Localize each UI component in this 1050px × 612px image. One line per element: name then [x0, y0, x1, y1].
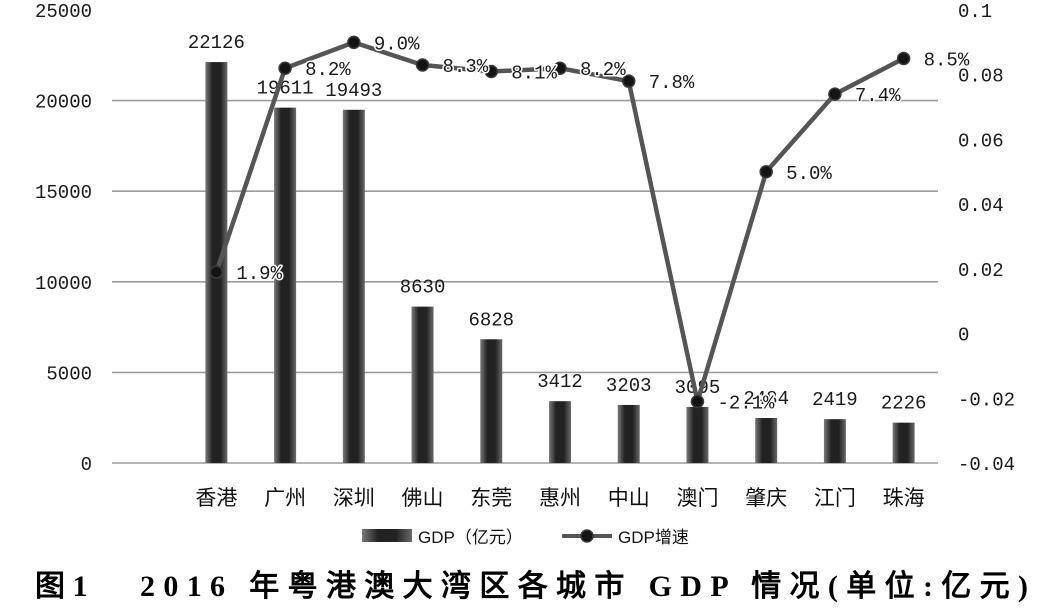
gridlines: [112, 99, 938, 464]
gdp-bar-value-label: 6828: [468, 309, 514, 331]
legend-label-growth: GDP增速: [618, 528, 689, 547]
x-axis: 香港 广州 深圳 佛山 东莞 惠州 中山 澳门 肇庆 江门 珠海: [195, 486, 924, 510]
gdp-bar-value-label: 22126: [188, 32, 245, 54]
gdp-bar: [617, 404, 640, 463]
growth-point: [484, 64, 499, 79]
gdp-bar: [205, 62, 228, 464]
category-label: 澳门: [676, 486, 718, 510]
gdp-bar: [274, 107, 297, 463]
growth-point: [278, 61, 292, 75]
growth-value-label: 7.4%: [855, 85, 901, 107]
category-label: 广州: [264, 486, 306, 510]
figure-title: 2016 年粤港澳大湾区各城市 GDP 情况(单位:亿元): [140, 569, 1028, 603]
gdp-bar: [686, 406, 709, 463]
growth-point: [347, 35, 361, 50]
growth-value-labels: 1.9% 8.2% 9.0% 8.3% 8.1% 8.2% 7.8% -2.1% 5.0% 7.4…: [235, 32, 971, 416]
growth-point: [415, 58, 430, 72]
growth-point: [553, 61, 567, 75]
gdp-bar-value-label: 3412: [537, 371, 583, 393]
y-tick-label: 10000: [35, 273, 92, 295]
category-label: 江门: [814, 486, 856, 510]
growth-point: [828, 87, 842, 101]
gdp-bar-value-label: 2419: [812, 389, 858, 411]
gdp-bar: [755, 417, 778, 463]
growth-point: [690, 394, 705, 409]
gdp-bar-series: [205, 62, 915, 464]
category-label: 惠州: [539, 486, 581, 510]
gdp-bar: [411, 306, 434, 463]
growth-value-label: 7.8%: [649, 72, 695, 94]
category-label: 中山: [608, 486, 650, 510]
y-tick-label: 5000: [46, 363, 92, 385]
growth-point: [896, 51, 911, 66]
legend-marker-swatch: [580, 529, 594, 543]
growth-line-series: [209, 35, 911, 409]
y2-tick-label: 0.1: [958, 1, 992, 23]
gdp-bar-value-label: 3203: [606, 375, 652, 397]
growth-value-label: 5.0%: [786, 163, 832, 185]
category-label: 东莞: [470, 486, 512, 510]
legend: GDP（亿元） GDP增速: [362, 528, 689, 547]
growth-value-label: 9.0%: [374, 33, 420, 55]
y-tick-label: 20000: [35, 92, 92, 114]
category-label: 珠海: [883, 486, 925, 510]
y2-tick-label: 0.08: [958, 66, 1004, 88]
growth-line: [214, 40, 906, 404]
gdp-bar-value-label: 8630: [400, 277, 446, 299]
growth-value-label: 8.2%: [305, 59, 351, 81]
figure-label: 图 1: [35, 570, 88, 603]
y-tick-label: 15000: [35, 182, 92, 204]
category-label: 香港: [195, 486, 237, 510]
y2-tick-label: -0.02: [958, 389, 1015, 411]
gdp-bar: [480, 339, 503, 463]
legend-label-gdp: GDP（亿元）: [418, 528, 523, 547]
gdp-bar: [342, 109, 365, 464]
gdp-bar-value-label: 2226: [881, 393, 927, 415]
y2-tick-label: 0.04: [958, 195, 1004, 217]
y-tick-label: 25000: [35, 1, 92, 23]
gdp-bar-value-label: 3095: [675, 377, 721, 399]
growth-value-label: 8.5%: [924, 50, 970, 72]
growth-value-label: -2.1%: [717, 393, 775, 415]
category-label: 深圳: [333, 486, 375, 510]
gdp-bar-value-label: 2484: [743, 388, 789, 410]
growth-value-label: 8.3%: [443, 56, 489, 78]
gdp-bar-value-label: 19493: [325, 80, 382, 102]
gdp-bar: [549, 401, 571, 463]
gdp-bar-value-label: 19611: [257, 78, 314, 100]
legend-bar-swatch: [362, 529, 412, 542]
category-label: 佛山: [402, 486, 444, 510]
y2-tick-label: 0.02: [958, 260, 1004, 282]
growth-value-label: 8.2%: [580, 59, 626, 81]
gdp-bar: [823, 419, 846, 463]
growth-point: [621, 74, 636, 88]
y-tick-label: 0: [81, 454, 92, 476]
gdp-bar: [892, 422, 915, 463]
y2-tick-label: 0: [958, 325, 969, 347]
growth-point: [759, 165, 773, 179]
growth-value-label: 1.9%: [236, 263, 282, 285]
right-axis: -0.04 -0.02 0 0.02 0.04 0.06 0.08 0.1: [958, 1, 1015, 476]
y2-tick-label: 0.06: [958, 130, 1004, 152]
gdp-bar-value-labels: 22126 19611 19493 8630 6828 3412 3203 3095 2484 2…: [188, 32, 927, 415]
y2-tick-label: -0.04: [958, 454, 1015, 476]
left-axis: 0 5000 10000 15000 20000 25000: [35, 1, 92, 476]
growth-point: [209, 265, 224, 279]
category-label: 肇庆: [745, 486, 787, 510]
growth-value-label: 8.1%: [511, 62, 557, 84]
